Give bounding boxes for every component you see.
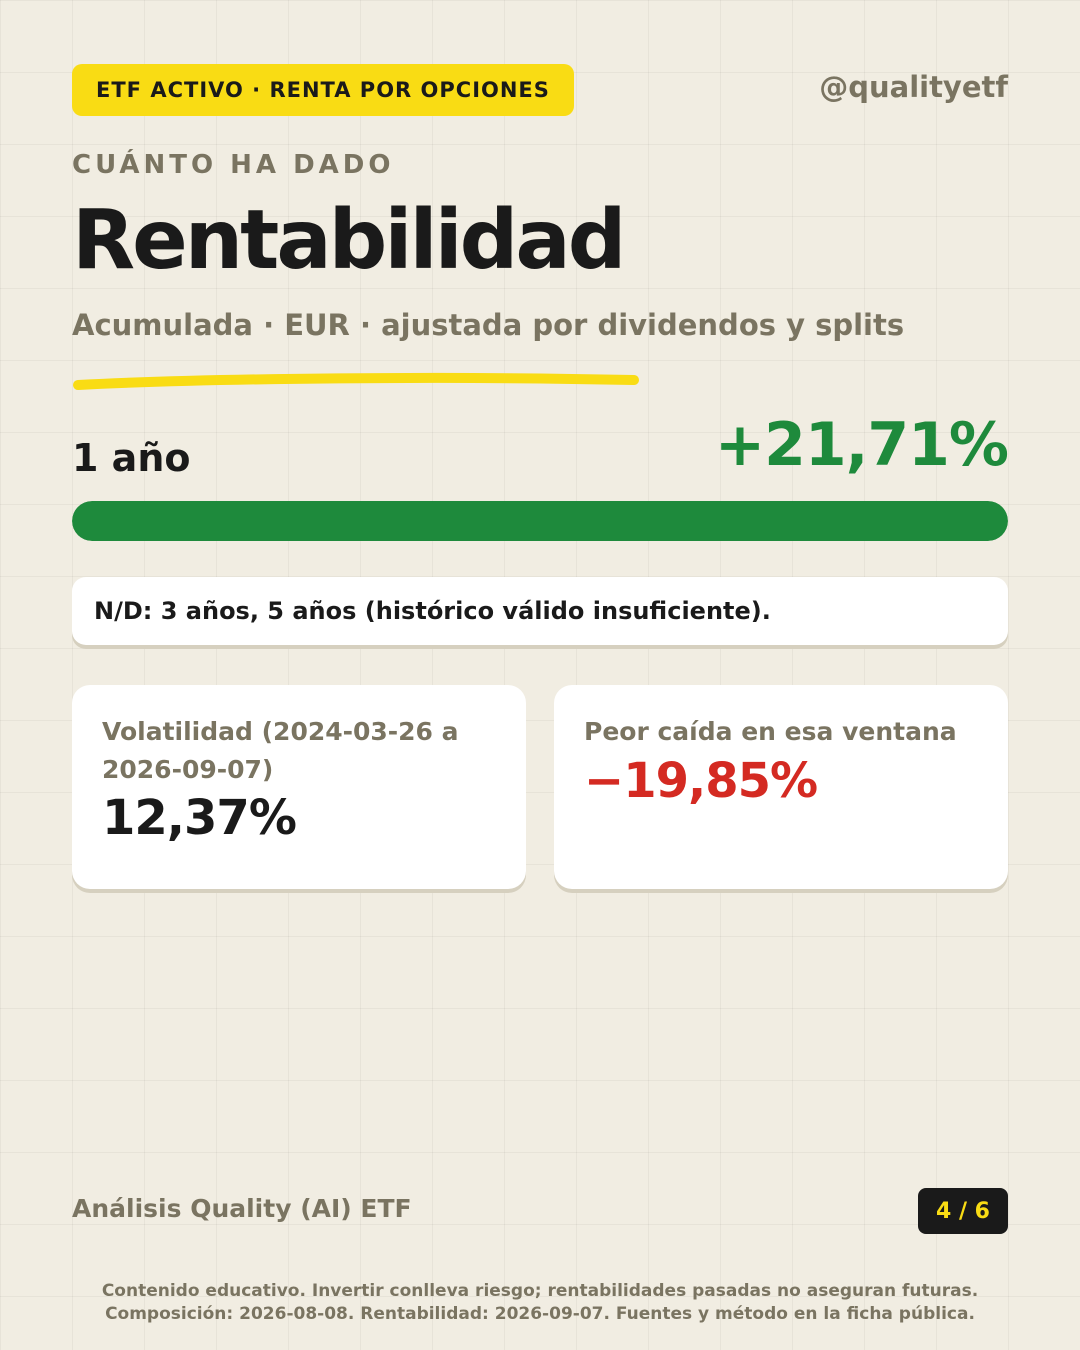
volatility-label: Volatilidad (2024-03-26 a 2026-09-07) <box>102 717 459 784</box>
max-drawdown-card: Peor caída en esa ventana −19,85% <box>554 685 1008 889</box>
category-tag: ETF ACTIVO · RENTA POR OPCIONES <box>72 64 574 116</box>
disclaimer-line-2: Composición: 2026-08-08. Rentabilidad: 2… <box>105 1303 975 1324</box>
volatility-card: Volatilidad (2024-03-26 a 2026-09-07) 12… <box>72 685 526 889</box>
max-drawdown-value: −19,85% <box>584 752 818 809</box>
account-handle: @qualityetf <box>819 70 1008 104</box>
page-title: Rentabilidad <box>72 193 626 288</box>
return-bar-fill <box>72 501 1008 541</box>
availability-note: N/D: 3 años, 5 años (histórico válido in… <box>72 577 1008 645</box>
return-bar <box>72 501 1008 541</box>
return-value: +21,71% <box>714 410 1009 480</box>
disclaimer-line-1: Contenido educativo. Invertir conlleva r… <box>101 1281 979 1301</box>
section-eyebrow: CUÁNTO HA DADO <box>72 150 395 180</box>
period-label: 1 año <box>72 436 191 480</box>
disclaimer: Contenido educativo. Invertir conlleva r… <box>0 1280 1080 1326</box>
page-indicator: 4 / 6 <box>918 1188 1008 1234</box>
footer-brand: Análisis Quality (AI) ETF <box>72 1194 412 1223</box>
max-drawdown-label: Peor caída en esa ventana <box>584 717 957 746</box>
page-subtitle: Acumulada · EUR · ajustada por dividendo… <box>72 308 905 342</box>
volatility-value: 12,37% <box>102 790 297 846</box>
highlight-underline <box>73 372 639 390</box>
